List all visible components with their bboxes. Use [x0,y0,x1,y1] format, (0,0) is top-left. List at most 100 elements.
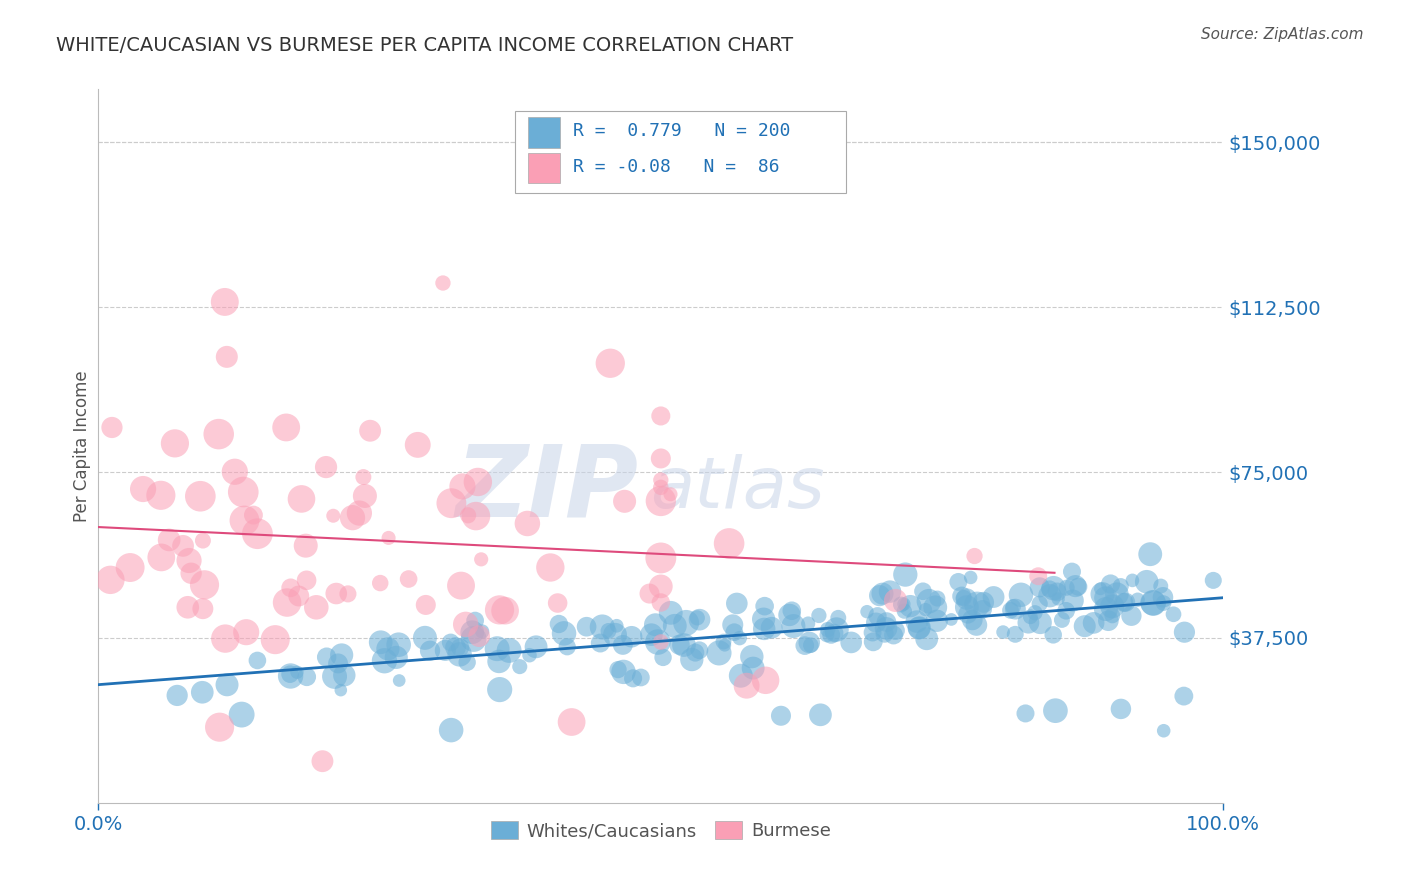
Point [180,566,202,581]
Point [650,635,672,649]
Point [467,475,489,489]
Point [555,640,578,654]
Point [191,685,214,699]
Point [664,619,686,633]
Point [755,673,778,688]
Point [1060,565,1083,579]
Point [728,631,751,645]
Point [305,600,328,615]
Point [575,620,598,634]
Point [1046,585,1069,599]
Point [883,628,905,642]
Point [866,609,889,624]
Point [1056,581,1078,595]
Point [599,356,621,370]
Point [233,513,256,527]
Point [336,587,359,601]
Point [150,550,173,565]
Point [519,648,541,663]
Point [370,635,392,649]
Point [388,638,411,652]
Point [1099,577,1122,591]
Point [1029,615,1052,630]
Point [440,723,463,738]
Point [879,584,901,599]
Point [1083,615,1105,630]
Point [893,597,915,611]
Point [232,485,254,500]
Point [419,643,441,657]
Point [1010,588,1032,602]
Point [326,657,349,671]
Point [449,640,471,655]
Point [612,638,634,652]
Point [873,626,896,640]
Point [149,488,172,502]
Point [295,670,318,684]
FancyBboxPatch shape [529,117,560,148]
Point [807,608,830,623]
Point [723,625,745,640]
Point [707,646,730,660]
Point [659,487,682,501]
Point [825,623,848,637]
Point [898,599,921,614]
Point [1136,574,1159,589]
Point [856,605,879,619]
Point [672,638,695,652]
Point [820,628,842,642]
Point [983,590,1005,604]
Point [368,576,391,591]
Point [650,473,672,487]
Point [972,602,994,616]
Text: atlas: atlas [650,454,824,524]
Point [598,624,620,638]
Point [730,669,752,683]
Point [782,619,804,633]
Point [875,615,897,629]
Point [373,654,395,668]
Point [385,650,408,665]
Point [779,607,801,622]
Point [444,640,467,655]
Point [713,634,735,648]
Point [894,567,917,582]
Point [893,604,915,618]
Point [800,638,823,652]
Point [538,560,561,574]
Point [640,627,662,641]
Point [1039,582,1062,596]
Point [359,424,381,438]
Point [827,611,849,625]
Point [352,470,374,484]
Point [1039,589,1062,603]
Point [315,460,337,475]
Point [486,641,509,656]
Point [191,601,214,615]
Point [488,603,510,617]
Point [1101,608,1123,623]
Point [120,560,142,574]
Point [839,635,862,649]
Point [465,509,488,524]
Point [464,614,486,628]
Point [330,648,353,662]
Point [638,586,661,600]
Point [276,595,298,609]
Point [1153,596,1175,610]
Point [607,663,630,677]
Y-axis label: Per Capita Income: Per Capita Income [73,370,91,522]
Point [1152,591,1174,605]
Point [589,636,612,650]
Point [278,667,301,681]
Point [817,623,839,637]
Point [1000,603,1022,617]
Point [1112,595,1135,609]
Point [650,494,672,508]
Point [735,679,758,693]
Point [1042,581,1064,595]
Point [509,659,531,673]
Point [1101,599,1123,614]
Point [1042,628,1064,642]
Point [377,641,399,656]
